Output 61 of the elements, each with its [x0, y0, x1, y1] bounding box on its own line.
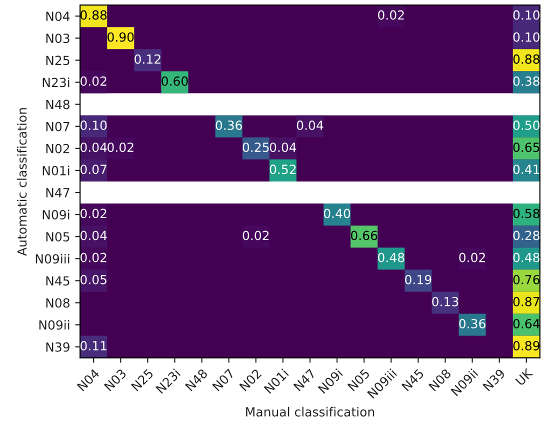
data-label: 0.89 [513, 341, 540, 350]
data-label: 0.60 [162, 76, 188, 86]
data-label: 0.48 [513, 252, 540, 262]
data-label: 0.36 [459, 318, 486, 328]
y-tick-label: N07 [46, 122, 70, 132]
data-label: 0.10 [80, 120, 107, 130]
data-label: 0.12 [134, 54, 160, 64]
data-label: 0.40 [324, 208, 350, 218]
data-label: 0.02 [108, 142, 134, 152]
y-axis-title: Automatic classification [17, 108, 27, 256]
data-label: 0.76 [513, 274, 540, 284]
data-label: 0.50 [513, 120, 540, 130]
data-label: 0.25 [242, 142, 269, 152]
y-tick-label: N08 [46, 298, 70, 308]
data-label: 0.07 [80, 164, 106, 174]
y-tick-label: N04 [46, 12, 70, 22]
data-label: 0.13 [432, 296, 458, 306]
data-label: 0.58 [513, 208, 540, 218]
x-tick-label: UK [515, 368, 534, 386]
data-label: 0.36 [216, 120, 242, 130]
data-label: 0.02 [242, 230, 269, 240]
data-label: 0.02 [459, 252, 485, 262]
y-tick-label: N39 [46, 342, 70, 352]
data-label: 0.10 [513, 32, 540, 42]
data-label: 0.04 [296, 120, 324, 130]
data-label: 0.88 [513, 54, 540, 64]
data-label: 0.48 [378, 252, 404, 262]
data-label: 0.10 [513, 10, 540, 20]
data-label: 0.28 [513, 230, 540, 240]
data-label: 0.05 [80, 274, 106, 284]
y-tick-label: N09iii [36, 254, 70, 264]
data-label: 0.04 [270, 142, 296, 152]
data-label: 0.38 [513, 76, 540, 86]
data-label: 0.41 [513, 164, 540, 174]
data-label: 0.02 [80, 252, 106, 262]
y-tick-label: N05 [46, 232, 70, 242]
y-tick-label: N47 [46, 188, 70, 198]
y-tick-label: N01i [42, 166, 70, 176]
y-tick-label: N09i [42, 210, 70, 220]
data-label: 0.90 [108, 32, 134, 42]
data-label: 0.04 [80, 142, 107, 152]
data-label: 0.02 [80, 76, 106, 86]
y-tick-label: N45 [46, 276, 70, 286]
y-tick-label: N25 [46, 56, 70, 66]
data-label: 0.87 [513, 296, 540, 306]
data-label: 0.88 [80, 10, 107, 20]
data-label: 0.02 [80, 208, 106, 218]
data-label: 0.66 [351, 230, 378, 240]
x-axis-title: Manual classification [246, 406, 374, 417]
data-label: 0.19 [405, 274, 432, 284]
data-label: 0.65 [513, 142, 540, 152]
data-label: 0.52 [270, 164, 296, 174]
y-tick-label: N09ii [39, 320, 70, 330]
y-tick-label: N48 [46, 100, 70, 110]
y-tick-label: N23i [42, 78, 70, 88]
data-label: 0.02 [378, 10, 404, 20]
data-label: 0.04 [80, 230, 107, 240]
y-tick-label: N02 [46, 144, 70, 154]
data-label: 0.11 [80, 341, 106, 350]
y-tick-label: N03 [46, 34, 70, 44]
data-label: 0.64 [513, 318, 540, 328]
